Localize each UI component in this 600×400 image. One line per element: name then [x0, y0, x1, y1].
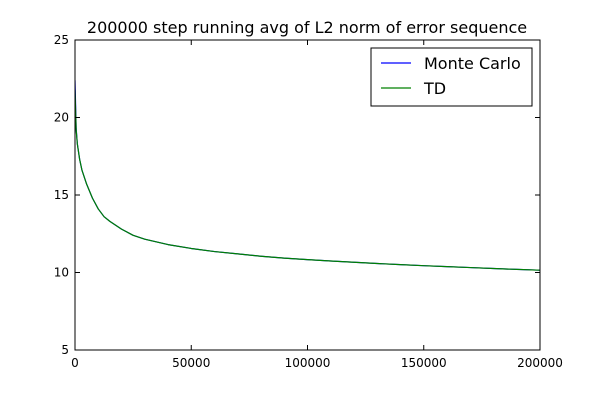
x-tick-label: 200000 — [517, 356, 563, 370]
y-tick-label: 10 — [54, 266, 69, 280]
x-tick-label: 150000 — [401, 356, 447, 370]
y-tick-label: 20 — [54, 111, 69, 125]
legend-label-td: TD — [423, 79, 446, 98]
x-tick-label: 0 — [71, 356, 79, 370]
x-tick-label: 100000 — [285, 356, 331, 370]
y-tick-label: 5 — [61, 343, 69, 357]
y-tick-label: 25 — [54, 33, 69, 47]
legend-label-monte-carlo: Monte Carlo — [424, 54, 521, 73]
x-tick-label: 50000 — [172, 356, 210, 370]
legend-box — [370, 47, 533, 107]
chart-title: 200000 step running avg of L2 norm of er… — [87, 18, 527, 37]
series-line-td — [75, 89, 540, 271]
y-tick-label: 15 — [54, 188, 69, 202]
axes: 0 50000 100000 150000 200000 5 10 15 20 25 — [54, 33, 563, 370]
legend: Monte Carlo TD — [370, 47, 533, 107]
series-group — [75, 80, 540, 271]
